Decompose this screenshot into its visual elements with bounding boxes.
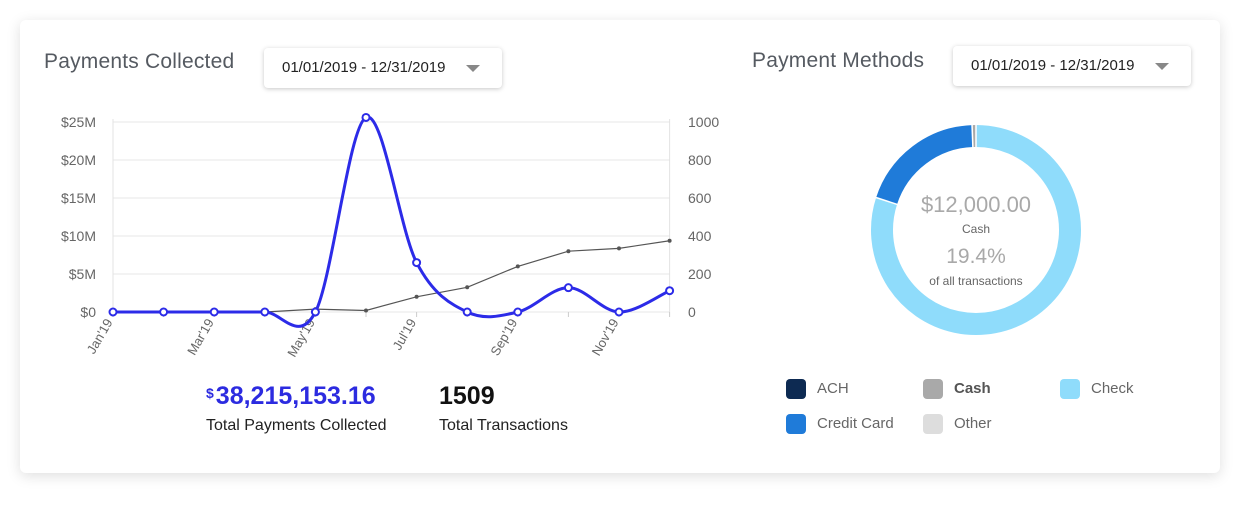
- y-left-tick-label: $10M: [61, 228, 96, 244]
- legend-label-cash: Cash: [954, 380, 991, 397]
- x-tick-label: Mar'19: [184, 316, 217, 358]
- methods-title: Payment Methods: [752, 49, 925, 72]
- x-tick-label: Nov'19: [589, 316, 622, 358]
- x-tick-label: Jan'19: [84, 316, 116, 356]
- payments-amount-point: [563, 283, 573, 293]
- payments-title: Payments Collected: [44, 50, 235, 73]
- payments-amount-line: [113, 115, 671, 328]
- donut-separator: [874, 196, 899, 206]
- methods-date-range-select[interactable]: 01/01/2019 - 12/31/2019: [953, 46, 1191, 86]
- transactions-count-point: [617, 246, 621, 251]
- donut-center-amount: $12,000.00: [921, 192, 1031, 217]
- payments-amount-point: [665, 286, 675, 296]
- transactions-count-point: [364, 308, 368, 313]
- legend-swatch-cash: [923, 379, 943, 399]
- x-tick-label: Sep'19: [487, 316, 520, 358]
- legend-label-check: Check: [1091, 380, 1134, 397]
- currency-symbol: $: [206, 385, 214, 401]
- payments-date-range-value: 01/01/2019 - 12/31/2019: [282, 59, 446, 76]
- payments-amount-point: [310, 307, 320, 317]
- y-right-tick-label: 200: [688, 266, 712, 282]
- payments-amount-point: [462, 307, 472, 317]
- payments-card: [20, 20, 1220, 473]
- legend-swatch-ach: [786, 379, 806, 399]
- donut-separator: [971, 124, 974, 149]
- payments-amount-point: [260, 307, 270, 317]
- total-transactions-value: 1509: [439, 382, 495, 410]
- payments-amount-point: [361, 112, 371, 122]
- donut-slice-credit-card: [876, 125, 974, 205]
- payments-amount-point: [513, 307, 523, 317]
- donut-center-method: Cash: [962, 222, 990, 236]
- total-payments-label: Total Payments Collected: [206, 417, 387, 434]
- y-right-tick-label: 600: [688, 190, 712, 206]
- y-left-tick-label: $25M: [61, 114, 96, 130]
- legend-label-other: Other: [954, 415, 992, 432]
- legend-swatch-check: [1060, 379, 1080, 399]
- payments-amount-point: [108, 307, 118, 317]
- transactions-count-point: [667, 238, 672, 243]
- transactions-count-point: [465, 285, 470, 290]
- transactions-count-point: [515, 264, 520, 269]
- payments-amount-point: [159, 307, 169, 317]
- legend-swatch-credit-card: [786, 414, 806, 434]
- total-payments-value: 38,215,153.16: [215, 382, 376, 410]
- y-right-tick-label: 800: [688, 152, 712, 168]
- y-left-tick-label: $5M: [69, 266, 96, 282]
- legend-label-credit-card: Credit Card: [817, 415, 894, 432]
- legend-swatch-other: [923, 414, 943, 434]
- total-payments-amount: $38,215,153.16: [206, 382, 376, 411]
- chevron-down-icon: [466, 65, 480, 72]
- payments-line-chart: $0 $5M $10M $15M $20M $25M 0 200 400 600 800 1000 Ja…: [61, 112, 719, 359]
- donut-center-percent: 19.4%: [946, 245, 1006, 268]
- y-left-tick-label: $0: [80, 304, 96, 320]
- legend-label-ach: ACH: [817, 380, 849, 397]
- y-right-tick-label: 0: [688, 304, 696, 320]
- donut-slice-check: [871, 125, 1081, 335]
- y-left-tick-label: $15M: [61, 190, 96, 206]
- x-tick-label: Jul'19: [389, 316, 419, 353]
- payments-amount-point: [614, 307, 624, 317]
- transactions-count-line: [113, 240, 670, 313]
- payments-amount-point: [209, 307, 219, 317]
- payments-amount-point: [412, 258, 422, 268]
- transactions-count-point: [414, 294, 419, 299]
- total-transactions-label: Total Transactions: [439, 417, 568, 434]
- y-right-tick-label: 1000: [688, 114, 719, 130]
- y-right-tick-label: 400: [688, 228, 712, 244]
- donut-center-caption: of all transactions: [929, 274, 1022, 288]
- chevron-down-icon: [1155, 63, 1169, 70]
- payments-date-range-select[interactable]: 01/01/2019 - 12/31/2019: [264, 48, 502, 88]
- payment-methods-donut-chart: $12,000.00 Cash 19.4% of all transaction…: [871, 124, 1081, 335]
- y-left-tick-label: $20M: [61, 152, 96, 168]
- methods-date-range-value: 01/01/2019 - 12/31/2019: [971, 57, 1135, 74]
- transactions-count-point: [566, 249, 571, 254]
